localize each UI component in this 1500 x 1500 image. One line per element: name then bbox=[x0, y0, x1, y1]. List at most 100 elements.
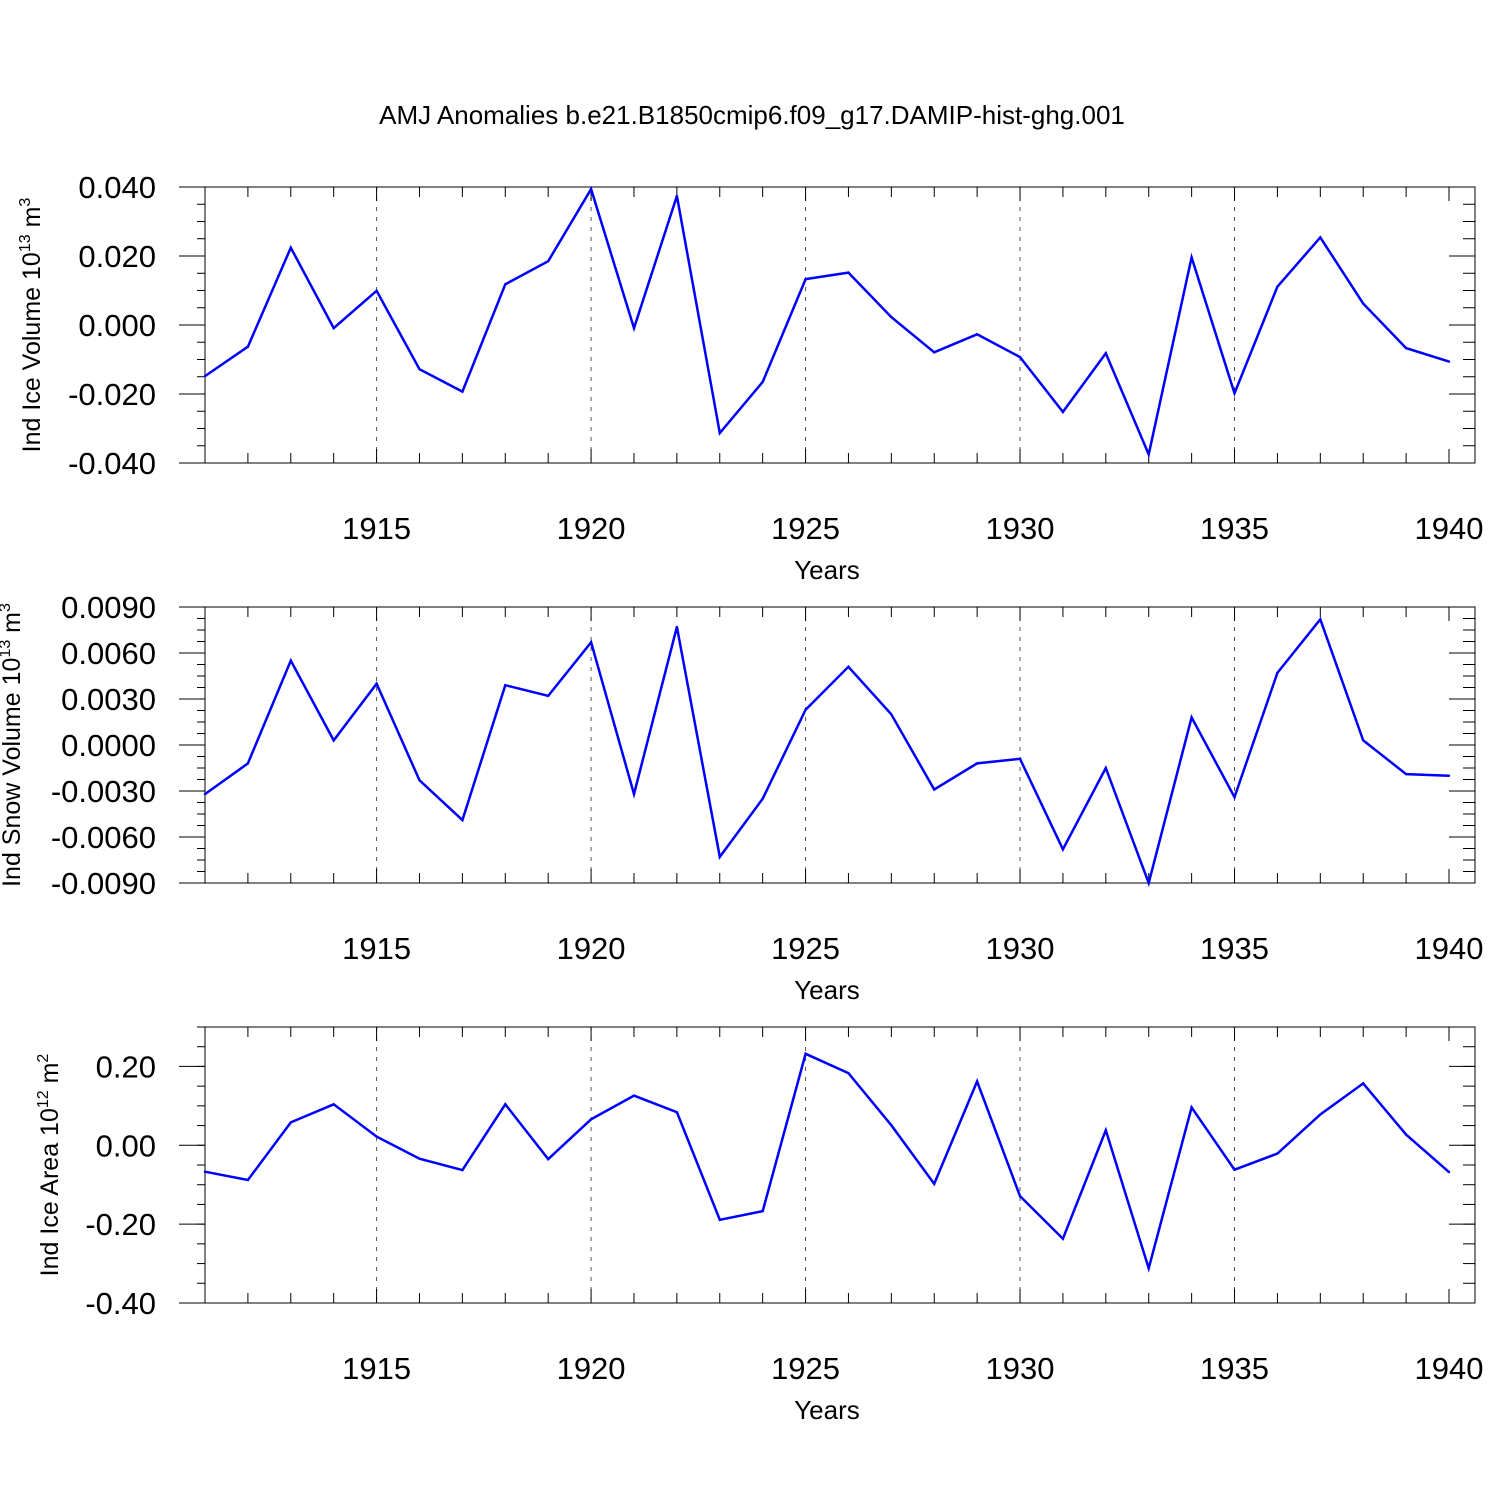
x-tick-label: 1940 bbox=[1415, 1351, 1484, 1386]
x-axis-label: Years bbox=[794, 975, 860, 1005]
data-point-1918 bbox=[504, 283, 507, 286]
data-point-1927 bbox=[890, 315, 893, 319]
y-tick-label: 0.0000 bbox=[61, 728, 156, 763]
data-point-1914 bbox=[332, 739, 335, 742]
data-point-1923 bbox=[718, 1218, 721, 1222]
x-tick-label: 1920 bbox=[557, 1351, 626, 1386]
data-point-1930 bbox=[1018, 355, 1022, 359]
x-tick-label: 1935 bbox=[1200, 511, 1269, 546]
data-point-1918 bbox=[504, 684, 507, 687]
x-tick-label: 1925 bbox=[771, 511, 840, 546]
data-point-1927 bbox=[890, 1123, 893, 1127]
data-point-1929 bbox=[975, 1080, 979, 1083]
data-point-1926 bbox=[847, 271, 850, 274]
data-point-1936 bbox=[1276, 285, 1279, 288]
data-point-1931 bbox=[1061, 410, 1065, 414]
chart-title: AMJ Anomalies b.e21.B1850cmip6.f09_g17.D… bbox=[379, 100, 1125, 130]
data-point-1925 bbox=[804, 708, 807, 711]
data-point-1913 bbox=[289, 246, 292, 249]
data-point-1925 bbox=[804, 1052, 807, 1056]
series-line bbox=[204, 1052, 1450, 1273]
data-point-1934 bbox=[1190, 716, 1193, 719]
data-point-1914 bbox=[332, 326, 335, 330]
data-point-1927 bbox=[890, 713, 893, 716]
x-tick-label: 1935 bbox=[1200, 1351, 1269, 1386]
data-point-1929 bbox=[975, 762, 979, 765]
y-tick-label: 0.000 bbox=[78, 308, 156, 343]
data-point-1916 bbox=[418, 1157, 421, 1160]
data-point-1926 bbox=[847, 665, 850, 668]
data-point-1924 bbox=[761, 797, 764, 800]
y-tick-label: 0.0030 bbox=[61, 682, 156, 717]
x-tick-label: 1925 bbox=[771, 931, 840, 966]
y-tick-label: -0.40 bbox=[85, 1286, 156, 1321]
y-tick-label: -0.020 bbox=[68, 377, 156, 412]
y-tick-label: -0.0060 bbox=[51, 820, 156, 855]
data-point-1938 bbox=[1362, 1082, 1365, 1085]
data-point-1936 bbox=[1276, 671, 1279, 675]
data-point-1921 bbox=[632, 792, 636, 796]
data-point-1911 bbox=[203, 374, 207, 378]
data-point-1922 bbox=[675, 625, 679, 629]
data-point-1937 bbox=[1319, 1113, 1322, 1116]
y-axis-label: Ind Ice Volume 1013 m3 bbox=[17, 198, 46, 453]
data-point-1924 bbox=[761, 1209, 764, 1213]
chart-panels: 0.040 0.020 0.000 -0.020 -0.040 1915 1920 1925 1… bbox=[0, 170, 1483, 1425]
data-point-1931 bbox=[1061, 1237, 1065, 1240]
y-axis-label: Ind Ice Area 1012 m2 bbox=[35, 1054, 64, 1277]
data-point-1934 bbox=[1190, 256, 1193, 259]
data-point-1912 bbox=[246, 762, 250, 765]
series-line bbox=[204, 186, 1450, 459]
data-point-1933 bbox=[1147, 1267, 1150, 1270]
data-point-1920 bbox=[589, 1118, 593, 1121]
data-point-1939 bbox=[1404, 1133, 1408, 1136]
data-point-1922 bbox=[675, 1110, 679, 1114]
data-point-1929 bbox=[975, 333, 979, 336]
y-tick-label: -0.0090 bbox=[51, 866, 156, 901]
data-point-1913 bbox=[289, 659, 292, 662]
y-tick-label: 0.040 bbox=[78, 170, 156, 205]
y-tick-label: -0.20 bbox=[85, 1207, 156, 1242]
data-point-1936 bbox=[1276, 1152, 1279, 1155]
data-point-1921 bbox=[632, 326, 636, 330]
x-axis-label: Years bbox=[794, 1395, 860, 1425]
y-tick-label: -0.040 bbox=[68, 446, 156, 481]
panel-2: 0.0090 0.0060 0.0030 0.0000 -0.0030 -0.0060 -0… bbox=[0, 590, 1483, 1005]
data-point-1935 bbox=[1233, 1168, 1236, 1171]
y-tick-label: 0.20 bbox=[96, 1049, 156, 1084]
x-tick-label: 1935 bbox=[1200, 931, 1269, 966]
data-point-1917 bbox=[461, 1168, 464, 1172]
x-tick-label: 1920 bbox=[557, 931, 626, 966]
data-point-1940 bbox=[1447, 774, 1451, 777]
y-tick-label: 0.0090 bbox=[61, 590, 156, 625]
y-tick-label: 0.00 bbox=[96, 1128, 156, 1163]
x-tick-label: 1940 bbox=[1415, 931, 1484, 966]
x-tick-label: 1915 bbox=[342, 931, 411, 966]
data-point-1913 bbox=[289, 1121, 292, 1124]
data-point-1930 bbox=[1018, 1194, 1022, 1198]
data-point-1932 bbox=[1104, 1129, 1108, 1132]
data-point-1928 bbox=[933, 1182, 936, 1186]
data-point-1931 bbox=[1061, 848, 1065, 851]
x-axis-label: Years bbox=[794, 555, 860, 585]
data-point-1925 bbox=[804, 277, 807, 281]
x-tick-label: 1925 bbox=[771, 1351, 840, 1386]
x-tick-label: 1915 bbox=[342, 1351, 411, 1386]
data-point-1934 bbox=[1190, 1106, 1193, 1109]
x-tick-label: 1930 bbox=[986, 931, 1055, 966]
panel-1: 0.040 0.020 0.000 -0.020 -0.040 1915 1920 1925 1… bbox=[17, 170, 1483, 585]
data-point-1937 bbox=[1319, 618, 1322, 621]
x-tick-label: 1915 bbox=[342, 511, 411, 546]
data-point-1926 bbox=[847, 1071, 850, 1075]
data-point-1940 bbox=[1447, 1170, 1451, 1174]
data-point-1914 bbox=[332, 1103, 335, 1106]
data-point-1935 bbox=[1233, 795, 1236, 799]
data-point-1917 bbox=[461, 390, 464, 393]
data-point-1937 bbox=[1319, 236, 1322, 239]
data-point-1916 bbox=[418, 367, 421, 371]
data-point-1918 bbox=[504, 1103, 507, 1106]
data-point-1924 bbox=[761, 380, 764, 384]
y-axis-label: Ind Snow Volume 1013 m3 bbox=[0, 603, 26, 887]
data-point-1933 bbox=[1147, 881, 1150, 885]
